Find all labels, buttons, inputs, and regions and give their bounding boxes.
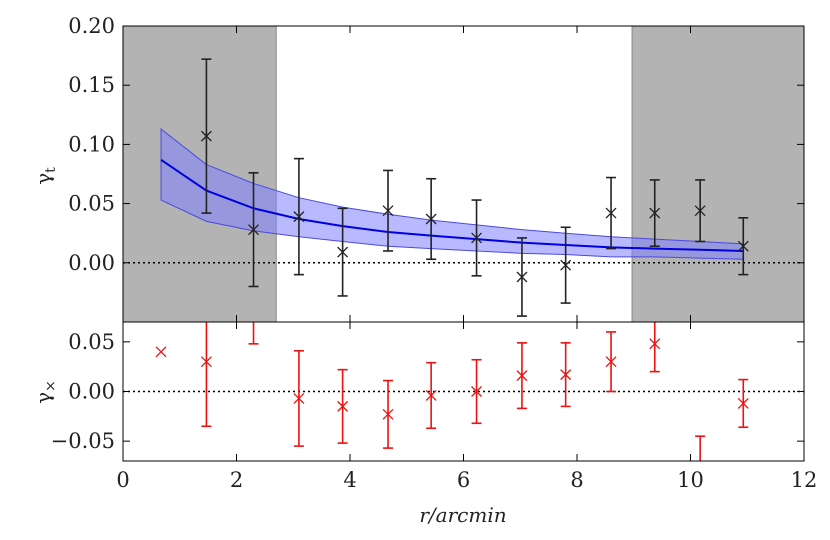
tangential-point-1	[248, 172, 259, 288]
cross-point-5	[382, 379, 394, 449]
bottom-panel-frame	[122, 321, 805, 462]
x-tick-label: 10	[677, 468, 704, 492]
tangential-point-10	[649, 179, 661, 248]
tangential-marker-stroke	[560, 259, 572, 271]
cross-point-12	[695, 435, 706, 461]
top-y-tick-label: 0.05	[68, 192, 115, 216]
x-axis-ticks: 0 2 4 6 8 10 12	[116, 26, 817, 492]
tangential-marker-stroke	[248, 224, 259, 236]
cross-marker-stroke	[516, 370, 528, 382]
bottom-y-tick-label: −0.05	[51, 429, 115, 453]
tangential-marker-stroke	[293, 211, 305, 223]
tangential-marker-stroke	[337, 246, 349, 258]
x-tick-label: 12	[791, 468, 818, 492]
cross-shear-points	[155, 322, 749, 461]
cross-marker-stroke	[200, 356, 212, 368]
tangential-point-8	[560, 226, 572, 304]
cross-point-13	[737, 378, 749, 429]
cross-point-4	[337, 368, 349, 444]
bottom-y-axis-label: γ×	[31, 380, 59, 404]
cross-marker-stroke	[337, 400, 349, 412]
cross-point-9	[560, 342, 572, 408]
cross-marker-stroke	[737, 397, 749, 409]
cross-marker-stroke	[382, 408, 394, 420]
tangential-marker-stroke	[471, 232, 483, 244]
tangential-point-9	[605, 176, 617, 250]
cross-marker-stroke	[293, 392, 305, 404]
tangential-shear-panel: 0.00 0.05 0.10 0.15 0.20 γt	[31, 14, 805, 323]
shaded-region-1	[632, 26, 804, 322]
x-tick-label: 6	[457, 468, 470, 492]
tangential-point-5	[425, 177, 437, 261]
model-curve	[160, 158, 744, 252]
model-line	[160, 158, 744, 252]
cross-point-8	[516, 342, 528, 410]
tangential-point-0	[200, 58, 212, 214]
tangential-marker-stroke	[649, 207, 661, 219]
cross-point-0	[155, 346, 167, 358]
cross-point-6	[425, 361, 437, 430]
top-y-axis-label: γt	[31, 167, 59, 185]
tangential-marker-stroke	[605, 207, 617, 219]
tangential-marker-stroke	[694, 205, 706, 217]
tangential-marker-stroke	[516, 271, 528, 283]
top-y-tick-label: 0.10	[68, 132, 115, 156]
tangential-point-12	[737, 217, 749, 276]
tangential-point-2	[293, 157, 305, 276]
top-y-tick-label: 0.20	[68, 14, 115, 38]
tangential-point-6	[471, 199, 483, 277]
x-tick-label: 8	[570, 468, 583, 492]
top-y-ticks: 0.00 0.05 0.10 0.15 0.20	[68, 14, 804, 275]
cross-point-1	[200, 322, 212, 428]
bottom-y-ticks: −0.05 0.00 0.05	[51, 330, 804, 453]
bottom-y-tick-label: 0.00	[68, 380, 115, 404]
cross-point-10	[605, 331, 617, 393]
x-tick-label: 4	[343, 468, 356, 492]
top-y-tick-label: 0.15	[68, 73, 115, 97]
cross-marker-stroke	[155, 346, 167, 358]
x-tick-label: 2	[230, 468, 243, 492]
cross-shear-panel: −0.05 0.00 0.05 0 2 4 6 8 10 12 γ× r/arcmin	[31, 26, 817, 527]
top-y-tick-label: 0.00	[68, 251, 115, 275]
cross-marker-stroke	[560, 369, 572, 381]
x-axis-label: r/arcmin	[419, 503, 506, 527]
tangential-point-7	[516, 237, 528, 317]
cross-point-7	[471, 358, 483, 425]
tangential-marker-stroke	[382, 205, 394, 217]
tangential-point-4	[382, 169, 394, 252]
cross-point-3	[293, 349, 305, 447]
cross-marker-stroke	[605, 356, 617, 368]
tangential-marker-stroke	[425, 213, 437, 225]
x-tick-label: 0	[116, 468, 129, 492]
excluded-radius-shading	[123, 26, 804, 322]
tangential-point-3	[337, 207, 349, 297]
tangential-point-11	[694, 179, 706, 243]
cross-marker-stroke	[649, 338, 661, 350]
tangential-marker-stroke	[737, 240, 749, 252]
cross-marker-stroke	[471, 386, 483, 397]
tangential-marker-stroke	[200, 130, 212, 142]
bottom-y-tick-label: 0.05	[68, 330, 115, 354]
cross-marker-stroke	[425, 390, 437, 401]
tangential-shear-points	[200, 58, 749, 317]
cross-point-11	[649, 322, 661, 373]
cross-point-2	[248, 322, 259, 345]
